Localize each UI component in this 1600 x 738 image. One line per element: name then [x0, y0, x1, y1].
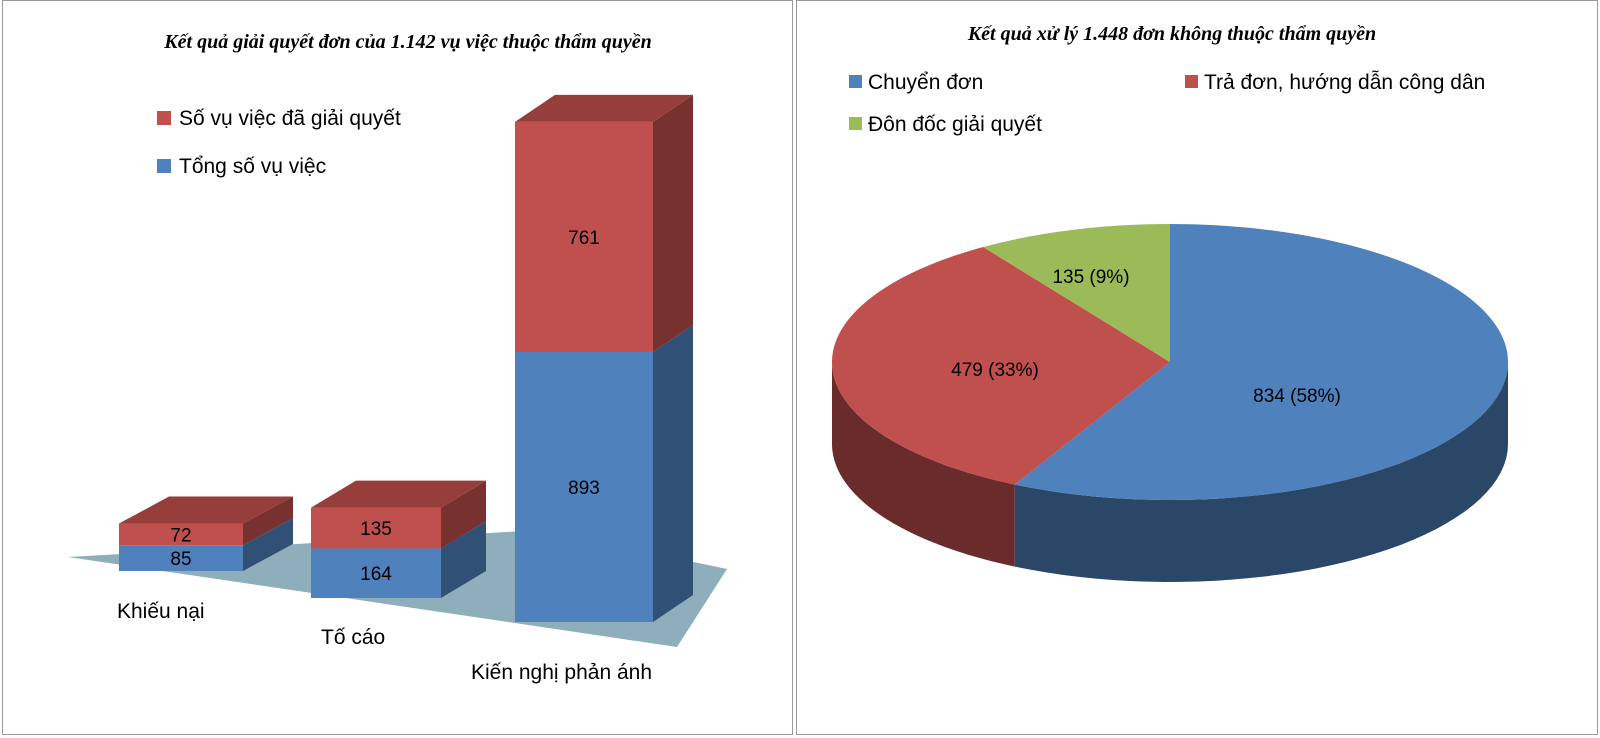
- pie-chart-title: Kết quả xử lý 1.448 đơn không thuộc thẩm…: [967, 23, 1376, 45]
- bar-total-side: [653, 325, 693, 622]
- legend-label: Trả đơn, hướng dẫn công dân: [1204, 71, 1485, 94]
- bar-total-side: [243, 518, 293, 571]
- bar-resolved-top: [311, 480, 486, 508]
- bar-marks: 85 72 164 135 893 761: [119, 94, 693, 622]
- bar-data-label: 893: [568, 478, 600, 499]
- bar-chart: Kết quả giải quyết đơn của 1.142 vụ việc…: [68, 31, 727, 684]
- pie-chart-panel: Kết quả xử lý 1.448 đơn không thuộc thẩm…: [796, 0, 1598, 735]
- bar-resolved: [119, 523, 243, 546]
- bar-data-label: 761: [568, 228, 600, 249]
- pie-data-label: 834 (58%): [1253, 386, 1341, 407]
- pie-data-label: 135 (9%): [1052, 267, 1129, 288]
- bar-total: [311, 548, 441, 598]
- pie-slice: [1014, 224, 1508, 501]
- legend-label: Chuyển đơn: [868, 71, 983, 94]
- bar-resolved-side: [441, 480, 486, 549]
- legend-swatch: [1185, 75, 1198, 88]
- bar-data-label: 135: [360, 519, 392, 540]
- bar-resolved-side: [653, 94, 693, 353]
- bar-resolved-side: [243, 496, 293, 546]
- bar-chart-panel: Kết quả giải quyết đơn của 1.142 vụ việc…: [2, 0, 793, 735]
- bar-resolved: [311, 507, 441, 549]
- bar-resolved-top: [515, 94, 693, 122]
- pie-marks: [832, 224, 1508, 582]
- legend-swatch: [157, 159, 171, 173]
- bar-data-label: 72: [170, 525, 191, 546]
- category-label: Tố cáo: [321, 626, 385, 649]
- bar-total-side: [441, 521, 486, 598]
- pie-data-label: 479 (33%): [951, 360, 1039, 381]
- bar-total: [119, 545, 243, 571]
- pie-slice: [832, 247, 1170, 485]
- category-labels: Khiếu nại Tố cáo Kiến nghị phản ánh: [117, 600, 652, 684]
- pie-legend: Chuyển đơn Trả đơn, hướng dẫn công dân Đôn…: [849, 71, 1485, 136]
- bar-chart-title: Kết quả giải quyết đơn của 1.142 vụ việc…: [163, 31, 651, 53]
- legend-swatch: [849, 117, 862, 130]
- bar-total: [515, 352, 653, 622]
- legend-swatch: [157, 111, 171, 125]
- pie-slice-side: [832, 362, 1015, 567]
- pie-chart: Kết quả xử lý 1.448 đơn không thuộc thẩm…: [832, 23, 1508, 582]
- bar-data-label: 85: [170, 549, 191, 570]
- pie-slice-side: [1014, 362, 1508, 582]
- bar-legend: Số vụ việc đã giải quyết Tổng số vụ việc: [157, 107, 401, 178]
- pie-data-labels: 834 (58%) 479 (33%) 135 (9%): [951, 267, 1341, 407]
- legend-label: Tổng số vụ việc: [179, 155, 326, 178]
- pie-slice: [983, 224, 1170, 362]
- bar-resolved-top: [119, 496, 293, 524]
- legend-label: Số vụ việc đã giải quyết: [179, 107, 401, 130]
- bar-resolved: [515, 121, 653, 352]
- legend-label: Đôn đốc giải quyết: [868, 113, 1042, 136]
- category-label: Kiến nghị phản ánh: [471, 661, 652, 684]
- category-label: Khiếu nại: [117, 600, 205, 623]
- bar-data-label: 164: [360, 564, 392, 585]
- legend-swatch: [849, 75, 862, 88]
